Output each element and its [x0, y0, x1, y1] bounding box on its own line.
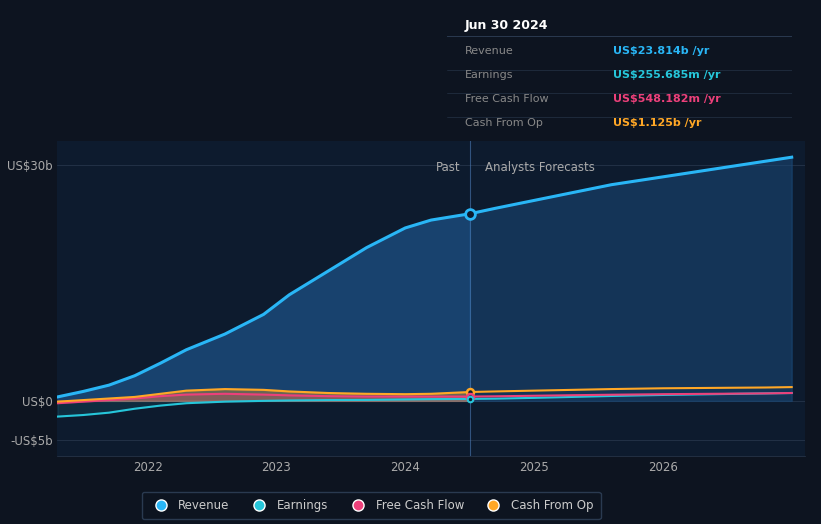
Text: Jun 30 2024: Jun 30 2024 [465, 19, 548, 32]
Text: Cash From Op: Cash From Op [465, 118, 543, 128]
Legend: Revenue, Earnings, Free Cash Flow, Cash From Op: Revenue, Earnings, Free Cash Flow, Cash … [142, 492, 601, 519]
Text: Past: Past [436, 161, 461, 174]
Text: Analysts Forecasts: Analysts Forecasts [485, 161, 595, 174]
Text: US$255.685m /yr: US$255.685m /yr [613, 70, 721, 80]
Text: Free Cash Flow: Free Cash Flow [465, 94, 548, 104]
Text: Revenue: Revenue [465, 47, 513, 57]
Text: US$548.182m /yr: US$548.182m /yr [613, 94, 721, 104]
Text: Earnings: Earnings [465, 70, 513, 80]
Text: US$23.814b /yr: US$23.814b /yr [613, 47, 709, 57]
Text: US$1.125b /yr: US$1.125b /yr [613, 118, 701, 128]
